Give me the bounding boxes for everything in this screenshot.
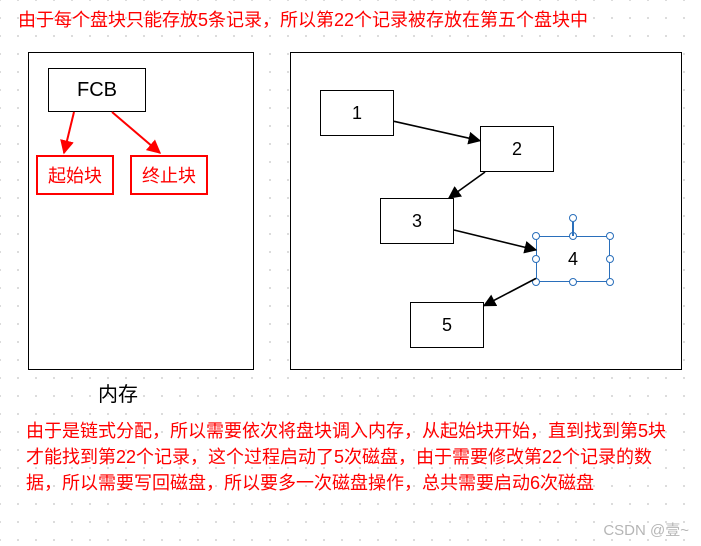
- fcb-label: FCB: [77, 79, 117, 102]
- fcb-box: FCB: [48, 68, 146, 112]
- top-explanation-text: 由于每个盘块只能存放5条记录，所以第22个记录被存放在第五个盘块中: [18, 6, 683, 32]
- block-node-label: 3: [412, 211, 422, 232]
- selection-handle[interactable]: [532, 255, 540, 263]
- block-node-1: 1: [320, 90, 394, 136]
- memory-caption: 内存: [98, 378, 138, 407]
- selection-handle[interactable]: [532, 278, 540, 286]
- watermark-text: CSDN @壹~: [603, 519, 689, 540]
- block-node-5: 5: [410, 302, 484, 348]
- block-node-label: 1: [352, 103, 362, 124]
- end-block-label: 终止块: [142, 162, 196, 188]
- block-node-label: 4: [568, 249, 578, 270]
- start-block-label: 起始块: [48, 162, 102, 188]
- selection-handle[interactable]: [606, 232, 614, 240]
- rotation-handle[interactable]: [569, 214, 577, 222]
- block-node-3: 3: [380, 198, 454, 244]
- selection-handle[interactable]: [606, 278, 614, 286]
- start-block-box: 起始块: [36, 155, 114, 195]
- bottom-explanation-text: 由于是链式分配，所以需要依次将盘块调入内存，从起始块开始，直到找到第5块才能找到…: [26, 418, 681, 496]
- selection-handle[interactable]: [569, 278, 577, 286]
- block-node-label: 5: [442, 315, 452, 336]
- block-node-2: 2: [480, 126, 554, 172]
- rotation-handle-line: [572, 222, 574, 236]
- selection-handle[interactable]: [606, 255, 614, 263]
- block-node-label: 2: [512, 139, 522, 160]
- selection-handle[interactable]: [532, 232, 540, 240]
- block-node-4[interactable]: 4: [536, 236, 610, 282]
- end-block-box: 终止块: [130, 155, 208, 195]
